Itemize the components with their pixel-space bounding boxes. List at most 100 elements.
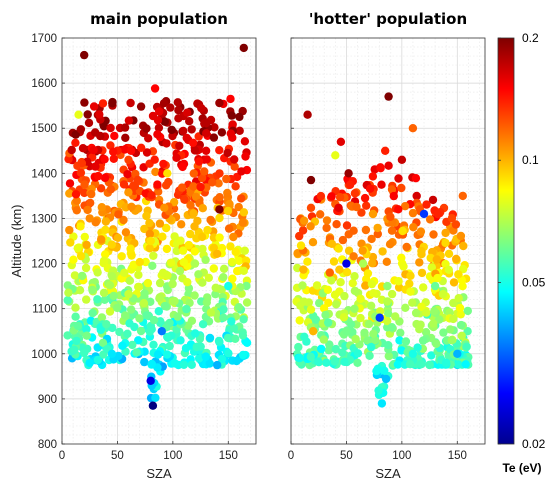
y-tick-label: 1300: [31, 213, 57, 225]
data-point: [135, 257, 144, 267]
data-point: [81, 263, 91, 273]
data-point: [83, 110, 92, 119]
data-point: [306, 203, 316, 212]
data-point: [76, 222, 85, 231]
data-point: [189, 209, 198, 218]
axes-box-main: [61, 37, 257, 445]
data-point: [296, 241, 306, 250]
data-point: [235, 112, 244, 122]
data-point: [345, 180, 355, 189]
y-axis-label: Altitude (km): [9, 205, 24, 278]
data-point: [368, 172, 378, 181]
data-point: [76, 125, 86, 134]
data-point: [232, 356, 241, 366]
data-point: [230, 155, 239, 164]
data-point: [229, 324, 239, 333]
data-point: [120, 145, 129, 154]
data-point: [82, 240, 91, 250]
panel-title-main: main population: [90, 10, 228, 28]
data-point: [368, 209, 378, 219]
data-point: [84, 118, 94, 128]
data-point: [369, 329, 378, 339]
data-point: [66, 238, 75, 247]
data-point: [238, 350, 248, 360]
data-point: [70, 345, 79, 355]
data-point: [142, 211, 151, 221]
data-point: [174, 106, 183, 115]
data-point: [65, 189, 74, 198]
data-point: [295, 316, 304, 325]
data-point: [190, 291, 199, 300]
data-point: [113, 233, 123, 242]
data-point: [164, 177, 173, 187]
data-point: [71, 312, 80, 321]
data-point: [78, 144, 88, 153]
data-point: [184, 240, 193, 250]
data-point: [155, 219, 165, 228]
data-point: [196, 342, 205, 351]
data-point: [99, 256, 109, 265]
data-point: [447, 336, 456, 345]
data-point: [101, 217, 111, 226]
data-point: [348, 279, 357, 288]
data-point: [142, 311, 151, 320]
data-point: [72, 206, 82, 215]
data-point: [147, 359, 156, 369]
data-point: [316, 210, 325, 219]
data-point: [353, 349, 363, 358]
data-point: [119, 180, 129, 189]
data-point: [198, 244, 207, 254]
data-point: [147, 191, 156, 200]
data-point: [121, 133, 130, 142]
data-point: [168, 131, 177, 141]
data-point: [140, 357, 149, 367]
y-tick-label: 1500: [31, 123, 57, 135]
data-point: [306, 305, 316, 314]
data-point: [210, 123, 219, 132]
data-point: [383, 281, 392, 291]
data-point: [86, 198, 95, 208]
data-point: [299, 297, 309, 306]
data-point: [80, 188, 89, 198]
data-point: [178, 246, 188, 255]
data-point: [408, 208, 418, 218]
data-point: [151, 167, 160, 177]
data-point: [299, 216, 309, 225]
data-point: [71, 130, 80, 139]
data-point: [384, 351, 393, 361]
data-point: [351, 334, 360, 344]
data-point: [200, 167, 209, 176]
data-point: [367, 342, 376, 352]
data-point: [361, 225, 371, 235]
data-point: [99, 288, 109, 297]
data-point: [214, 179, 223, 188]
data-point: [454, 294, 463, 303]
data-point: [227, 111, 236, 120]
data-point: [123, 170, 132, 179]
data-point: [397, 183, 406, 193]
data-point: [394, 283, 404, 292]
data-point: [160, 203, 169, 212]
data-point: [219, 313, 228, 322]
y-tick-label: 800: [38, 439, 57, 451]
data-point: [166, 103, 175, 112]
data-point: [306, 352, 315, 361]
data-point: [71, 190, 81, 199]
data-point: [314, 357, 323, 366]
data-point: [123, 329, 132, 338]
colorbar-label: Te (eV): [502, 461, 541, 475]
data-point: [416, 227, 426, 236]
panel-hotter-population: 'hotter' population 0 50 100 150 SZA: [288, 10, 486, 481]
data-point: [119, 215, 128, 225]
data-point: [132, 348, 141, 357]
data-point: [377, 399, 387, 408]
data-point: [63, 296, 72, 305]
points-main: [63, 43, 252, 410]
data-point: [456, 310, 465, 319]
data-point: [172, 153, 181, 162]
data-point: [209, 133, 219, 142]
y-tick-label: 1000: [31, 349, 57, 361]
data-point: [71, 303, 80, 312]
data-point: [364, 319, 374, 329]
data-point: [449, 278, 459, 287]
